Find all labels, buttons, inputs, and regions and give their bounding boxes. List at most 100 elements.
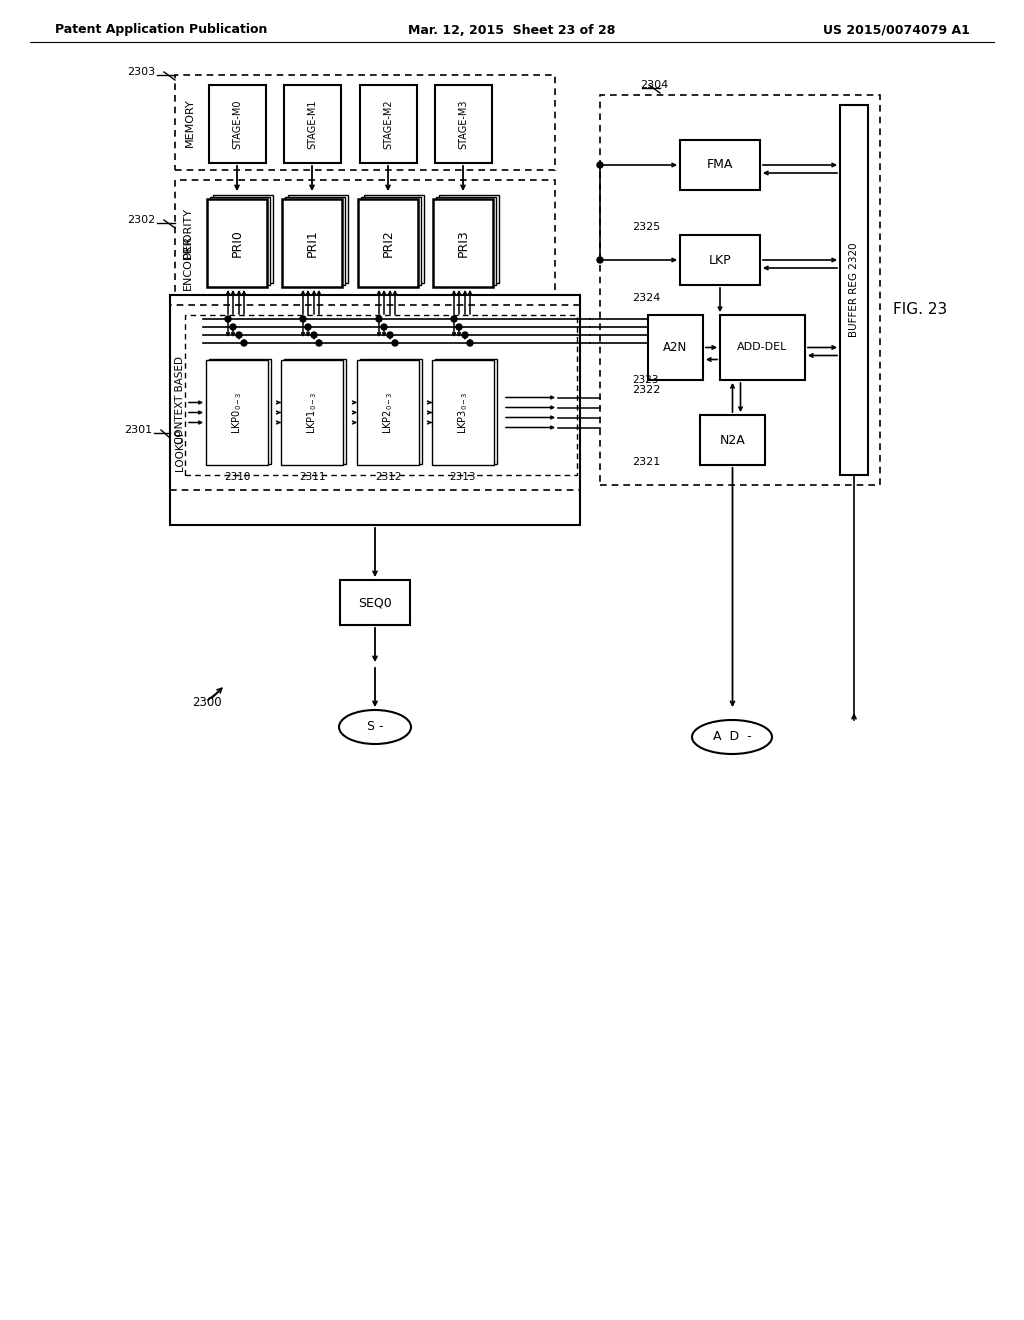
Text: PRI2: PRI2	[382, 230, 394, 257]
Circle shape	[305, 323, 311, 330]
Circle shape	[597, 257, 603, 263]
Text: SEQ0: SEQ0	[358, 597, 392, 609]
Text: LOOKUP: LOOKUP	[175, 429, 185, 471]
Text: BUFFER REG 2320: BUFFER REG 2320	[849, 243, 859, 338]
FancyBboxPatch shape	[432, 360, 494, 465]
FancyBboxPatch shape	[433, 199, 493, 286]
Text: ENCODER: ENCODER	[183, 235, 193, 289]
Circle shape	[451, 315, 457, 322]
Text: US 2015/0074079 A1: US 2015/0074079 A1	[823, 24, 970, 37]
Circle shape	[467, 341, 473, 346]
Circle shape	[225, 315, 231, 322]
Text: A2N: A2N	[664, 341, 688, 354]
FancyBboxPatch shape	[441, 356, 503, 461]
Text: MEMORY: MEMORY	[185, 99, 195, 148]
Text: LKP2$_{0-3}$: LKP2$_{0-3}$	[381, 391, 395, 434]
Text: Patent Application Publication: Patent Application Publication	[55, 24, 267, 37]
Text: PRIORITY: PRIORITY	[183, 207, 193, 259]
FancyBboxPatch shape	[435, 84, 492, 162]
Text: STAGE-M2: STAGE-M2	[383, 99, 393, 149]
Text: A  D  -: A D -	[713, 730, 752, 743]
FancyBboxPatch shape	[284, 359, 346, 465]
Text: S -: S -	[367, 721, 383, 734]
Circle shape	[597, 162, 603, 168]
Circle shape	[311, 333, 317, 338]
Circle shape	[236, 333, 242, 338]
Text: LKP: LKP	[709, 253, 731, 267]
Circle shape	[230, 323, 236, 330]
Text: 2311: 2311	[299, 473, 326, 482]
Text: 2304: 2304	[640, 81, 669, 90]
Text: FMA: FMA	[707, 158, 733, 172]
FancyBboxPatch shape	[436, 197, 496, 285]
FancyBboxPatch shape	[340, 579, 410, 624]
Text: PRI0: PRI0	[230, 230, 244, 257]
FancyBboxPatch shape	[840, 106, 868, 475]
FancyBboxPatch shape	[360, 359, 422, 465]
FancyBboxPatch shape	[439, 195, 499, 282]
Text: FIG. 23: FIG. 23	[893, 302, 947, 318]
FancyBboxPatch shape	[212, 356, 274, 462]
FancyBboxPatch shape	[648, 315, 703, 380]
Circle shape	[387, 333, 393, 338]
FancyBboxPatch shape	[210, 197, 270, 285]
FancyBboxPatch shape	[281, 360, 343, 465]
Circle shape	[241, 341, 247, 346]
Text: CONTEXT BASED: CONTEXT BASED	[175, 356, 185, 444]
Text: LKP3$_{0-3}$: LKP3$_{0-3}$	[456, 391, 470, 434]
FancyBboxPatch shape	[357, 360, 419, 465]
Text: 2324: 2324	[632, 293, 660, 304]
FancyBboxPatch shape	[361, 197, 421, 285]
Ellipse shape	[339, 710, 411, 744]
Circle shape	[456, 323, 462, 330]
Text: LKP0$_{0-3}$: LKP0$_{0-3}$	[230, 391, 244, 434]
Text: 2301: 2301	[124, 425, 152, 436]
Circle shape	[392, 341, 398, 346]
FancyBboxPatch shape	[213, 195, 273, 282]
FancyBboxPatch shape	[360, 84, 417, 162]
FancyBboxPatch shape	[209, 84, 266, 162]
Text: PRI3: PRI3	[457, 230, 469, 257]
Text: 2322: 2322	[632, 385, 660, 395]
FancyBboxPatch shape	[700, 414, 765, 465]
FancyBboxPatch shape	[284, 84, 341, 162]
Text: ADD-DEL: ADD-DEL	[737, 342, 787, 352]
Text: STAGE-M1: STAGE-M1	[307, 99, 317, 149]
FancyBboxPatch shape	[285, 197, 345, 285]
FancyBboxPatch shape	[366, 356, 428, 461]
Text: 2313: 2313	[450, 473, 476, 482]
FancyBboxPatch shape	[209, 359, 271, 465]
Text: 2302: 2302	[127, 215, 155, 224]
Text: 2310: 2310	[224, 473, 250, 482]
FancyBboxPatch shape	[680, 140, 760, 190]
FancyBboxPatch shape	[206, 360, 268, 465]
FancyBboxPatch shape	[207, 199, 267, 286]
Text: PRI1: PRI1	[305, 230, 318, 257]
FancyBboxPatch shape	[362, 356, 425, 462]
FancyBboxPatch shape	[358, 199, 418, 286]
Circle shape	[462, 333, 468, 338]
FancyBboxPatch shape	[215, 356, 278, 461]
FancyBboxPatch shape	[435, 359, 497, 465]
FancyBboxPatch shape	[287, 356, 349, 462]
Text: 2323: 2323	[632, 375, 658, 385]
FancyBboxPatch shape	[282, 199, 342, 286]
Text: 2312: 2312	[375, 473, 401, 482]
Text: STAGE-M3: STAGE-M3	[458, 99, 468, 149]
FancyBboxPatch shape	[175, 180, 555, 294]
Circle shape	[376, 315, 382, 322]
Text: 2325: 2325	[632, 222, 660, 232]
FancyBboxPatch shape	[680, 235, 760, 285]
FancyBboxPatch shape	[438, 356, 500, 462]
FancyBboxPatch shape	[170, 305, 580, 490]
Ellipse shape	[692, 719, 772, 754]
Text: N2A: N2A	[720, 433, 745, 446]
FancyBboxPatch shape	[364, 195, 424, 282]
Circle shape	[316, 341, 322, 346]
Text: 2303: 2303	[127, 67, 155, 77]
FancyBboxPatch shape	[288, 195, 348, 282]
Text: 2300: 2300	[193, 696, 221, 709]
Text: 2321: 2321	[632, 457, 660, 467]
FancyBboxPatch shape	[720, 315, 805, 380]
Circle shape	[381, 323, 387, 330]
